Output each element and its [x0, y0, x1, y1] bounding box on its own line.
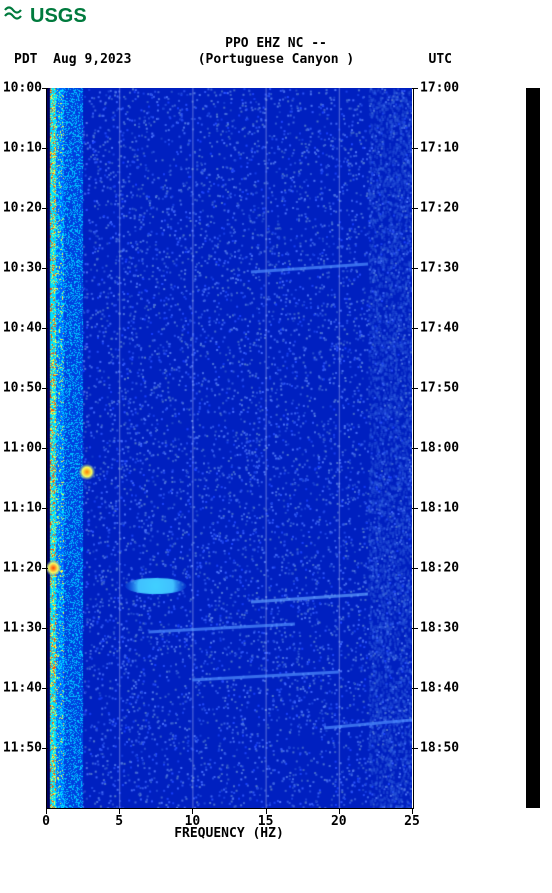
y-tickmark	[412, 268, 418, 269]
x-tickmark	[339, 808, 340, 814]
y-tickmark	[42, 88, 48, 89]
site-name: (Portuguese Canyon )	[0, 52, 552, 67]
right-timezone: UTC	[429, 52, 452, 67]
y-tick-left: 11:50	[3, 741, 42, 756]
y-tick-left: 10:40	[3, 321, 42, 336]
station-code: PPO EHZ NC --	[0, 36, 552, 51]
y-tick-left: 11:20	[3, 561, 42, 576]
y-tick-left: 11:40	[3, 681, 42, 696]
x-tickmark	[192, 808, 193, 814]
y-tickmark	[412, 88, 418, 89]
y-tick-right: 18:10	[420, 501, 459, 516]
y-tick-right: 18:00	[420, 441, 459, 456]
y-tickmark	[42, 748, 48, 749]
x-axis-label: FREQUENCY (HZ)	[46, 826, 412, 841]
y-tickmark	[42, 268, 48, 269]
y-tickmark	[42, 388, 48, 389]
x-tickmark	[412, 808, 413, 814]
spectrogram-canvas	[46, 88, 412, 808]
spectrogram-plot	[46, 88, 412, 808]
colorbar	[526, 88, 540, 808]
y-tickmark	[412, 688, 418, 689]
y-tick-left: 10:00	[3, 81, 42, 96]
y-tick-right: 18:20	[420, 561, 459, 576]
y-tick-right: 17:00	[420, 81, 459, 96]
y-tickmark	[42, 328, 48, 329]
y-axis-right-utc: 17:0017:1017:2017:3017:4017:5018:0018:10…	[412, 88, 472, 808]
y-tickmark	[42, 448, 48, 449]
y-tick-left: 10:20	[3, 201, 42, 216]
y-tick-right: 17:10	[420, 141, 459, 156]
y-tickmark	[412, 508, 418, 509]
y-tickmark	[412, 628, 418, 629]
y-tick-right: 17:40	[420, 321, 459, 336]
x-tickmark	[46, 808, 47, 814]
x-tickmark	[119, 808, 120, 814]
y-tickmark	[412, 208, 418, 209]
y-tickmark	[412, 448, 418, 449]
y-tickmark	[42, 568, 48, 569]
y-tick-left: 11:30	[3, 621, 42, 636]
y-tickmark	[412, 748, 418, 749]
y-tick-right: 18:50	[420, 741, 459, 756]
y-tickmark	[412, 148, 418, 149]
y-tickmark	[42, 628, 48, 629]
y-tick-left: 11:00	[3, 441, 42, 456]
usgs-logo-text: USGS	[30, 5, 87, 28]
y-tick-right: 18:30	[420, 621, 459, 636]
y-tick-right: 17:50	[420, 381, 459, 396]
y-tick-right: 18:40	[420, 681, 459, 696]
usgs-logo: USGS	[4, 4, 87, 28]
y-tickmark	[42, 688, 48, 689]
y-tickmark	[42, 508, 48, 509]
y-axis-left-pdt: 10:0010:1010:2010:3010:4010:5011:0011:10…	[0, 88, 44, 808]
y-tickmark	[412, 388, 418, 389]
y-tick-right: 17:20	[420, 201, 459, 216]
x-tickmark	[266, 808, 267, 814]
y-tick-right: 17:30	[420, 261, 459, 276]
y-tick-left: 10:50	[3, 381, 42, 396]
y-tick-left: 11:10	[3, 501, 42, 516]
y-tickmark	[42, 148, 48, 149]
y-tick-left: 10:10	[3, 141, 42, 156]
y-tick-left: 10:30	[3, 261, 42, 276]
y-tickmark	[42, 208, 48, 209]
y-tickmark	[412, 568, 418, 569]
usgs-wave-icon	[4, 4, 26, 28]
y-tickmark	[412, 328, 418, 329]
